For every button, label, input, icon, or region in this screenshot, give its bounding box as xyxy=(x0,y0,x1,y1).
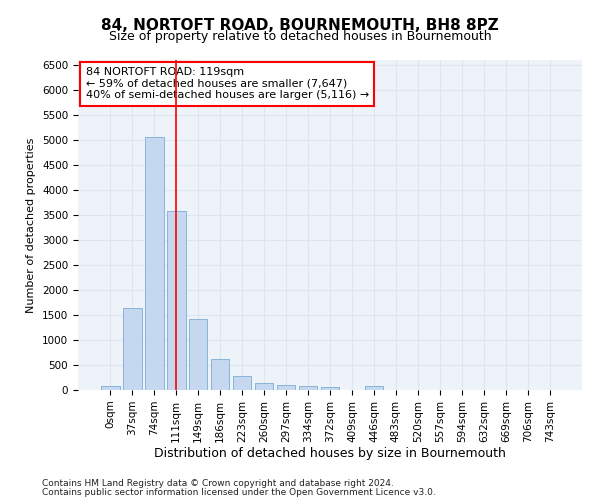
Text: Contains public sector information licensed under the Open Government Licence v3: Contains public sector information licen… xyxy=(42,488,436,497)
Bar xyxy=(189,319,208,390)
Text: 84 NORTOFT ROAD: 119sqm
← 59% of detached houses are smaller (7,647)
40% of semi: 84 NORTOFT ROAD: 119sqm ← 59% of detache… xyxy=(86,68,369,100)
Bar xyxy=(145,136,164,390)
Text: 84, NORTOFT ROAD, BOURNEMOUTH, BH8 8PZ: 84, NORTOFT ROAD, BOURNEMOUTH, BH8 8PZ xyxy=(101,18,499,32)
Bar xyxy=(299,386,317,390)
Bar xyxy=(255,383,274,390)
Text: Contains HM Land Registry data © Crown copyright and database right 2024.: Contains HM Land Registry data © Crown c… xyxy=(42,479,394,488)
Bar xyxy=(101,386,119,390)
Bar xyxy=(233,376,251,390)
X-axis label: Distribution of detached houses by size in Bournemouth: Distribution of detached houses by size … xyxy=(154,448,506,460)
Y-axis label: Number of detached properties: Number of detached properties xyxy=(26,138,37,312)
Bar xyxy=(277,384,295,390)
Bar xyxy=(365,386,383,390)
Bar xyxy=(123,308,142,390)
Bar xyxy=(211,359,229,390)
Bar xyxy=(167,210,185,390)
Bar xyxy=(320,387,340,390)
Text: Size of property relative to detached houses in Bournemouth: Size of property relative to detached ho… xyxy=(109,30,491,43)
